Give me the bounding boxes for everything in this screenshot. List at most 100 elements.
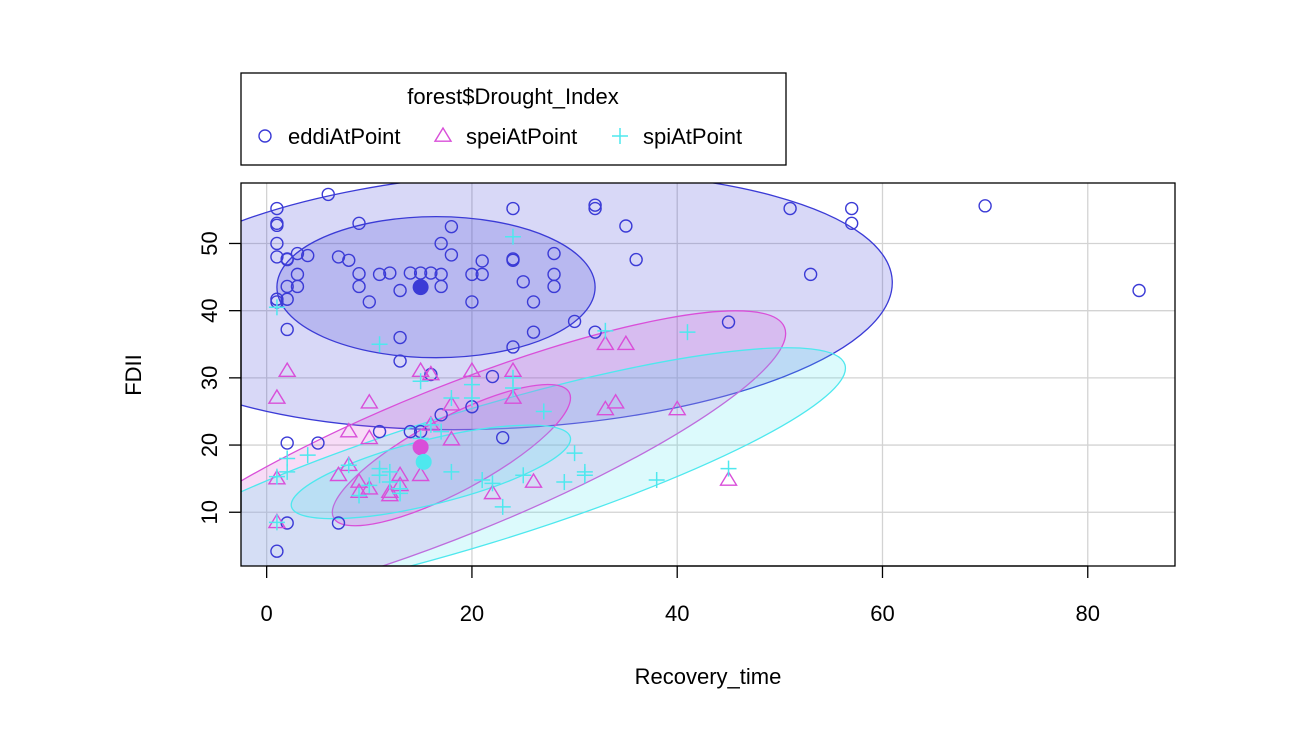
eddiatpoint-point [516, 275, 530, 289]
spiatpoint-point [535, 403, 552, 420]
speiatpoint-point [483, 484, 502, 500]
eddiatpoint-point [413, 266, 428, 280]
legend-item-eddiatpoint: eddiAtPoint [258, 124, 401, 149]
speiatpoint-point [606, 393, 625, 409]
eddiatpoint-point [721, 315, 736, 329]
eddiatpoint-point [496, 430, 510, 445]
legend-label: speiAtPoint [466, 124, 577, 149]
speiatpoint-point [360, 479, 379, 495]
legend-label: spiAtPoint [643, 124, 742, 149]
eddiatpoint-point [280, 292, 294, 306]
speiatpoint-point [442, 395, 461, 411]
speiatpoint-centroid [412, 439, 429, 456]
eddiatpoint-point [506, 340, 520, 354]
speiatpoint-point [596, 334, 615, 351]
plot-area [240, 182, 1176, 567]
spiatpoint-point [679, 324, 696, 341]
eddiatpoint-point [485, 369, 500, 384]
y-tick-label: 40 [197, 298, 222, 322]
eddiatpoint-point [352, 279, 366, 294]
legend-marker-spiatpoint [612, 128, 628, 144]
eddiatpoint-point [270, 250, 284, 264]
spiatpoint-point [381, 474, 398, 491]
x-tick-label: 60 [870, 601, 894, 626]
legend-item-speiatpoint: speiAtPoint [433, 124, 577, 149]
eddiatpoint-point [280, 322, 294, 337]
speiatpoint-point [719, 470, 738, 486]
legend-item-spiatpoint: spiAtPoint [612, 124, 742, 149]
y-tick-label: 50 [197, 231, 222, 255]
spiatpoint-point [484, 475, 501, 492]
y-axis-label: FDII [121, 354, 146, 396]
speiatpoint-point [524, 472, 543, 488]
speiatpoint-point [360, 393, 379, 409]
y-tick-label: 20 [197, 433, 222, 457]
eddiatpoint-point [321, 187, 335, 202]
eddiatpoint-point [301, 248, 315, 263]
eddiatpoint-point [475, 254, 489, 268]
eddiatpoint-point [547, 279, 561, 294]
speiatpoint-ellipse [241, 310, 787, 566]
x-tick-label: 40 [665, 601, 689, 626]
spiatpoint-point [268, 514, 285, 531]
eddiatpoint-point [465, 267, 479, 282]
eddiatpoint-point [588, 201, 602, 216]
eddiatpoint-point [280, 279, 294, 294]
eddiatpoint-point [372, 267, 387, 282]
x-tick-label: 0 [261, 601, 273, 626]
eddiatpoint-point [270, 218, 284, 233]
spiatpoint-point [463, 390, 480, 407]
spiatpoint-centroid [415, 453, 432, 470]
spiatpoint-point [351, 487, 368, 504]
eddiatpoint-point [403, 424, 418, 439]
eddiatpoint-point [342, 253, 356, 267]
eddiatpoint-point [270, 544, 284, 558]
spiatpoint-point [412, 373, 429, 390]
legend: forest$Drought_Index eddiAtPoint speiAtPo… [240, 72, 787, 166]
eddiatpoint-point [372, 424, 387, 439]
speiatpoint-point [339, 422, 359, 438]
eddiatpoint-point [1132, 283, 1146, 298]
eddiatpoint-point [424, 266, 438, 280]
eddiatpoint-point [270, 201, 284, 216]
spiatpoint-point [279, 463, 296, 480]
spiatpoint-ellipse [241, 347, 847, 566]
x-tick-label: 80 [1076, 601, 1100, 626]
eddiatpoint-point [444, 219, 459, 234]
eddiatpoint-ellipse [241, 183, 893, 431]
eddiatpoint-point [383, 266, 397, 280]
speiatpoint-point [462, 361, 482, 378]
eddiatpoint-point [290, 246, 305, 261]
spiatpoint-point [361, 477, 378, 494]
eddiatpoint-point [567, 314, 582, 329]
x-axis-label: Recovery_time [635, 664, 782, 689]
eddiatpoint-point [506, 201, 520, 216]
eddiatpoint-point [978, 199, 992, 213]
spiatpoint-point [566, 445, 583, 462]
eddiatpoint-point [362, 295, 376, 309]
spiatpoint-point [463, 376, 480, 393]
eddiatpoint-centroid [412, 279, 429, 296]
spiatpoint-point [279, 450, 296, 467]
spiatpoint-point [340, 457, 357, 474]
spiatpoint-point [494, 498, 511, 515]
spiatpoint-point [268, 468, 285, 485]
speiatpoint-point [329, 465, 348, 482]
eddiatpoint-point [280, 436, 294, 450]
eddiatpoint-point [403, 266, 418, 280]
eddiatpoint-point [352, 267, 366, 281]
legend-box [240, 72, 787, 166]
eddiatpoint-point [475, 267, 489, 282]
eddiatpoint-point [331, 516, 346, 530]
spiatpoint-point [515, 467, 532, 484]
eddiatpoint-point [280, 252, 294, 267]
eddiatpoint-point [424, 367, 438, 382]
spiatpoint-point [392, 485, 409, 502]
y-axis: 10 20 30 40 50 [197, 231, 242, 524]
spiatpoint-point [443, 463, 460, 480]
y-tick-label: 10 [197, 500, 222, 524]
spiatpoint-point [597, 322, 614, 339]
speiatpoint-point [442, 430, 461, 446]
spiatpoint-point [474, 471, 491, 488]
eddiatpoint-point [434, 236, 448, 251]
